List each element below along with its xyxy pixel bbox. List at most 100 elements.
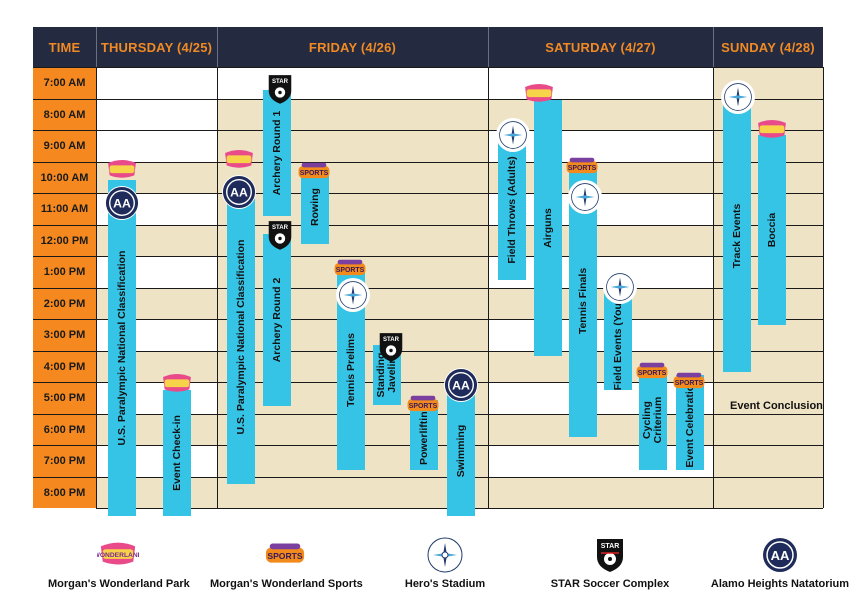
event-sat-field-events: Field Events (Youth)	[604, 290, 632, 390]
header-saturday: SATURDAY (4/27)	[488, 27, 713, 67]
north-east-compass-icon	[568, 180, 602, 214]
event-fri-archery1: Archery Round 1	[263, 90, 291, 216]
grid-vline	[217, 67, 218, 508]
wonderland-sports-logo: SPORTS	[264, 536, 306, 574]
star-soccer-icon: STAR	[374, 330, 408, 364]
header-sunday: SUNDAY (4/28)	[713, 27, 823, 67]
svg-text:SPORTS: SPORTS	[409, 403, 438, 410]
grid-hline	[96, 67, 823, 68]
wonderland-park-icon	[755, 118, 789, 142]
grid-row-friday	[217, 193, 488, 225]
grid-row-saturday	[488, 67, 713, 99]
time-slot-label: 9:00 AM	[33, 130, 96, 162]
star-soccer-icon: STAR	[263, 72, 297, 106]
north-east-compass-logo	[424, 536, 466, 574]
svg-text:STAR: STAR	[383, 337, 400, 343]
grid-row-friday	[217, 130, 488, 162]
time-slot-label: 5:00 PM	[33, 382, 96, 414]
event-thu-classification: U.S. Paralympic National Classification	[108, 180, 136, 516]
grid-row-saturday	[488, 287, 713, 319]
grid-hline	[96, 98, 823, 100]
svg-text:WONDERLAND: WONDERLAND	[97, 552, 139, 559]
svg-text:STAR: STAR	[272, 79, 289, 85]
grid-row-saturday	[488, 445, 713, 477]
grid-row-friday	[217, 98, 488, 130]
grid-row-thursday	[96, 98, 217, 130]
grid-vline	[488, 67, 489, 508]
event-sun-track: Track Events	[723, 100, 751, 372]
wonderland-sports-icon: SPORTS	[297, 155, 331, 189]
grid-row-friday	[217, 161, 488, 193]
wonderland-sports-icon: SPORTS	[406, 388, 440, 422]
wonderland-sports-icon: SPORTS	[672, 365, 706, 399]
event-fri-swimming: Swimming	[447, 385, 475, 516]
svg-text:AA: AA	[452, 379, 470, 393]
event-fri-classification: U.S. Paralympic National Classification	[227, 190, 255, 484]
grid-row-saturday	[488, 413, 713, 445]
grid-row-sunday	[713, 413, 823, 445]
star-soccer-shield-logo: STAR	[589, 536, 631, 574]
grid-row-sunday	[713, 445, 823, 477]
svg-text:SPORTS: SPORTS	[336, 267, 365, 274]
aa-circle-icon: AA	[222, 175, 256, 209]
wonderland-park-icon	[105, 158, 139, 182]
svg-text:AA: AA	[113, 197, 131, 211]
grid-row-saturday	[488, 319, 713, 351]
wonderland-park-icon	[222, 148, 256, 172]
svg-text:STAR: STAR	[601, 543, 620, 550]
wonderland-park-logo: WONDERLAND	[97, 536, 139, 574]
time-slot-label: 4:00 PM	[33, 350, 96, 382]
svg-text:SPORTS: SPORTS	[675, 380, 704, 387]
wonderland-sports-icon: SPORTS	[635, 355, 669, 389]
wonderland-sports-icon: SPORTS	[565, 150, 599, 184]
event-sat-cycling: Cycling Criterium	[639, 370, 667, 470]
time-slot-label: 8:00 AM	[33, 98, 96, 130]
event-sat-field-throws: Field Throws (Adults)	[498, 140, 526, 280]
event-thu-checkin: Event Check-in	[163, 390, 191, 516]
grid-vline	[823, 67, 824, 508]
legend-alamo-heights: AA Alamo Heights Natatorium	[705, 536, 855, 590]
aa-circle-logo: AA	[759, 536, 801, 574]
time-slot-label: 1:00 PM	[33, 256, 96, 288]
event-fri-powerlifting: Powerlifting	[410, 400, 438, 470]
grid-row-friday	[217, 476, 488, 508]
event-sun-conclusion: Event Conclusion	[730, 400, 823, 412]
time-slot-label: 6:00 PM	[33, 413, 96, 445]
header-thursday: THURSDAY (4/25)	[96, 27, 217, 67]
event-sat-airguns: Airguns	[534, 100, 562, 356]
north-east-compass-icon	[496, 118, 530, 152]
svg-text:AA: AA	[230, 186, 248, 200]
aa-circle-icon: AA	[444, 368, 478, 402]
time-slot-label: 2:00 PM	[33, 287, 96, 319]
grid-hline	[96, 256, 823, 257]
time-slot-label: 12:00 PM	[33, 224, 96, 256]
time-slot-label: 7:00 PM	[33, 445, 96, 477]
svg-text:SPORTS: SPORTS	[638, 370, 667, 377]
time-slot-label: 10:00 AM	[33, 161, 96, 193]
legend-heros-stadium: Hero's Stadium	[390, 536, 500, 590]
svg-text:SPORTS: SPORTS	[300, 170, 329, 177]
event-fri-archery2: Archery Round 2	[263, 234, 291, 406]
grid-row-thursday	[96, 67, 217, 99]
grid-vline	[713, 67, 714, 508]
header-friday: FRIDAY (4/26)	[217, 27, 488, 67]
grid-hline	[96, 161, 823, 163]
svg-text:SPORTS: SPORTS	[267, 551, 303, 561]
legend-wonderland-sports: SPORTS Morgan's Wonderland Sports	[210, 536, 363, 590]
event-fri-rowing: Rowing	[301, 170, 329, 244]
grid-row-thursday	[96, 130, 217, 162]
grid-row-friday	[217, 224, 488, 256]
wonderland-park-icon	[522, 82, 556, 106]
svg-text:STAR: STAR	[272, 225, 289, 231]
aa-circle-icon: AA	[105, 186, 139, 220]
north-east-compass-icon	[336, 278, 370, 312]
grid-row-saturday	[488, 476, 713, 508]
grid-hline	[96, 350, 823, 352]
grid-hline	[96, 193, 823, 194]
grid-row-sunday	[713, 382, 823, 414]
wonderland-sports-icon: SPORTS	[333, 252, 367, 286]
north-east-compass-icon	[603, 270, 637, 304]
grid-hline	[96, 130, 823, 131]
header-time: TIME	[33, 27, 96, 67]
legend-star-soccer: STAR STAR Soccer Complex	[540, 536, 680, 590]
